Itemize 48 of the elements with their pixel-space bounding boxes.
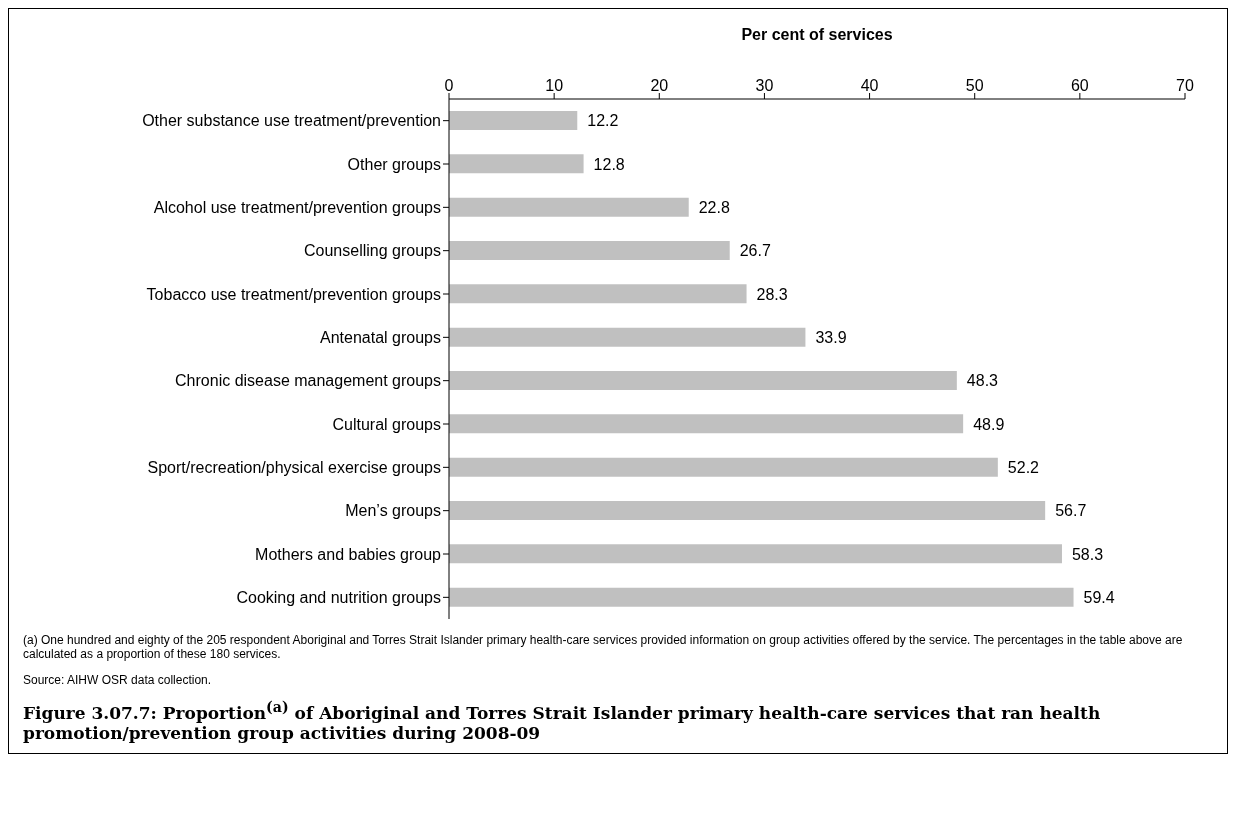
- data-label: 22.8: [698, 198, 730, 216]
- bar: [449, 197, 689, 217]
- data-label: 56.7: [1055, 502, 1087, 520]
- y-tick-label: Tobacco use treatment/prevention groups: [146, 285, 441, 303]
- x-tick-label: 70: [1176, 77, 1194, 94]
- bar: [449, 544, 1062, 564]
- bar: [449, 111, 578, 130]
- x-tick-label: 20: [650, 77, 669, 94]
- x-tick-label: 40: [860, 77, 879, 94]
- x-tick-label: 30: [755, 77, 774, 94]
- y-tick-label: Men’s groups: [345, 502, 441, 520]
- bar: [449, 457, 998, 477]
- bar: [449, 241, 730, 260]
- data-label: 12.2: [587, 112, 619, 130]
- x-axis-title: Per cent of services: [741, 26, 893, 44]
- y-tick-label: Antenatal groups: [320, 329, 441, 347]
- y-tick-label: Other substance use treatment/prevention: [142, 112, 441, 130]
- data-label: 52.2: [1007, 458, 1040, 476]
- data-label: 59.4: [1083, 588, 1115, 606]
- text: (a) One hundred and eighty of the 205 respondent Aboriginal and Torres Strait Islander primary health-care services provided information on group activities offered by the service. The percentages in the table above are calculated as a proportion of these 180 services.: [23, 633, 1184, 661]
- y-tick-label: Cultural groups: [332, 415, 441, 433]
- bar: [449, 587, 1074, 607]
- y-tick-label: Chronic disease management groups: [175, 372, 441, 390]
- x-tick-label: 50: [965, 77, 984, 94]
- x-tick-label: 10: [545, 77, 564, 94]
- data-label: 48.3: [966, 372, 999, 390]
- text: Figure 3.07.7: Proportion$^{(a)}$ of Aboriginal and Torres Strait Islander primary health-care services that ran health promotion/prevention group activities during 2008-09: [22, 699, 1102, 745]
- data-label: 12.8: [593, 155, 625, 173]
- bar: [449, 284, 747, 304]
- bar: [449, 371, 957, 390]
- y-tick-label: Alcohol use treatment/prevention groups: [153, 199, 441, 217]
- bar: [449, 154, 584, 174]
- data-label: 26.7: [739, 242, 771, 260]
- y-tick-label: Other groups: [347, 155, 441, 173]
- data-label: 48.9: [973, 415, 1005, 433]
- source-note: Source: AIHW OSR data collection.: [23, 673, 213, 687]
- y-tick-label: Sport/recreation/physical exercise groups: [147, 459, 441, 477]
- y-tick-label: Mothers and babies group: [255, 545, 442, 563]
- y-tick-label: Counselling groups: [304, 242, 441, 260]
- y-tick-label: Cooking and nutrition groups: [236, 589, 441, 607]
- bar: [449, 327, 806, 347]
- data-label: 58.3: [1071, 545, 1104, 563]
- x-tick-label: 0: [444, 77, 454, 94]
- data-label: 33.9: [815, 328, 847, 346]
- bar: [449, 501, 1046, 520]
- data-label: 28.3: [756, 285, 788, 303]
- bar: [449, 414, 964, 434]
- x-tick-label: 60: [1070, 77, 1089, 94]
